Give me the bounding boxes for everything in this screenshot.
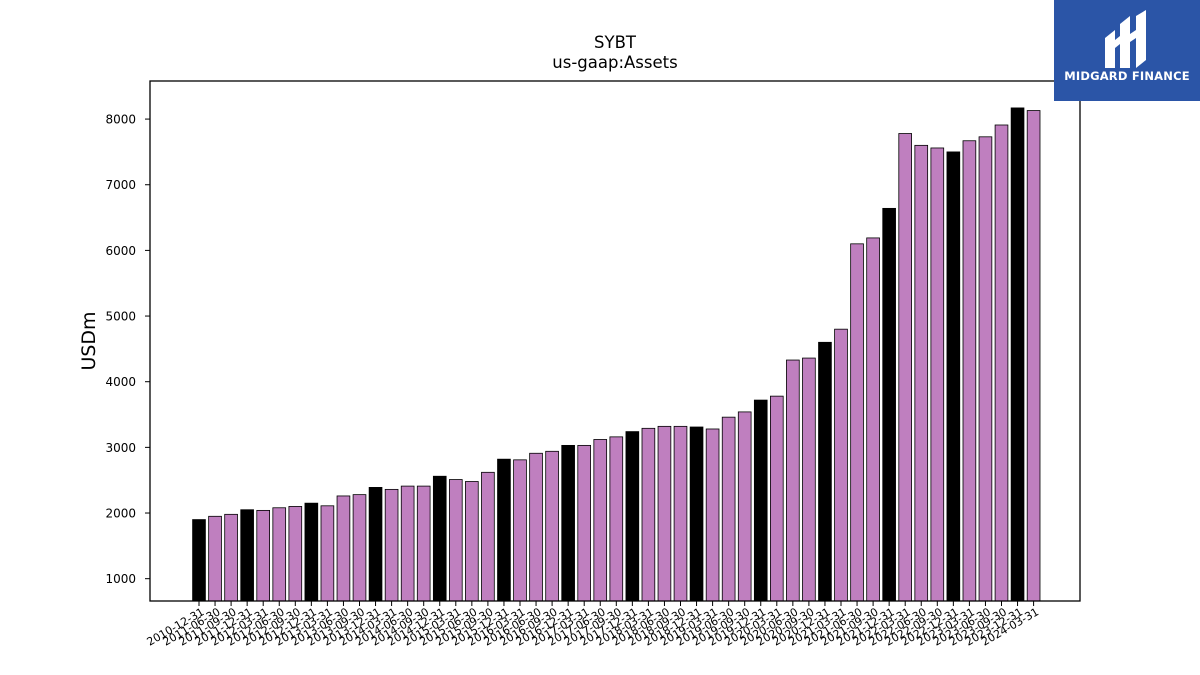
bar-2012-06-30 [288, 506, 303, 602]
bar-2015-06-30 [481, 471, 495, 602]
bar-2019-03-31 [721, 416, 736, 602]
bar-2022-09-30 [946, 151, 961, 602]
plot-frame [149, 80, 1081, 602]
bar-2013-06-30 [352, 494, 367, 602]
x-axis: 2010-12-312011-06-302011-09-302011-12-31… [145, 601, 1041, 649]
bar-2014-12-31 [448, 479, 463, 602]
bar-2020-12-31 [834, 328, 848, 602]
bar-2017-06-30 [609, 436, 624, 602]
bar-2020-09-30 [818, 341, 832, 602]
bar-2018-03-31 [657, 425, 672, 602]
bar-2013-09-30 [368, 487, 383, 602]
bar-2010-12-31 [192, 519, 206, 602]
y-tick-label: 4000 [105, 375, 136, 389]
bar-2012-03-31 [272, 507, 287, 602]
y-tick-label: 3000 [105, 441, 136, 455]
bar-2011-03-31 [208, 515, 222, 602]
chart-title: SYBT [594, 33, 637, 52]
bar-2016-12-31 [577, 444, 591, 602]
bar-2022-03-31 [914, 144, 929, 602]
chart-subtitle: us-gaap:Assets [552, 53, 677, 72]
bar-2021-06-30 [866, 237, 880, 602]
bar-2018-09-30 [689, 426, 704, 602]
y-axis-label: USDm [78, 311, 100, 370]
bar-2017-03-31 [593, 439, 608, 602]
bar-2020-03-31 [786, 359, 800, 602]
bar-2023-09-30 [1010, 107, 1025, 602]
bar-2015-03-31 [465, 481, 479, 602]
bar-2023-12-31 [1026, 110, 1041, 602]
bar-2018-06-30 [673, 425, 688, 602]
bar-2016-09-30 [561, 444, 575, 602]
bar-2022-12-31 [962, 140, 977, 602]
y-tick-label: 1000 [105, 572, 136, 586]
bar-2011-06-30 [224, 513, 238, 602]
bar-2017-09-30 [625, 431, 640, 602]
bar-2012-09-30 [304, 502, 319, 602]
bar-2020-06-30 [802, 357, 816, 602]
bar-2021-03-31 [850, 243, 864, 602]
bar-2016-03-31 [529, 452, 543, 602]
bar-2012-12-31 [320, 505, 335, 602]
bar-2015-12-31 [513, 459, 527, 602]
bar-2022-06-30 [930, 147, 945, 602]
y-tick-label: 8000 [105, 113, 136, 127]
bar-2011-09-30 [240, 509, 254, 602]
bar-2014-09-30 [432, 475, 447, 602]
bar-2019-12-31 [770, 395, 784, 602]
bar-2019-09-30 [753, 399, 768, 602]
brand-name: MIDGARD FINANCE [1064, 69, 1190, 83]
y-tick-label: 2000 [105, 507, 136, 521]
y-tick-label: 5000 [105, 310, 136, 324]
bar-2011-12-31 [256, 509, 270, 602]
bar-2015-09-30 [497, 458, 511, 602]
brand-logo: MIDGARD FINANCE [1054, 0, 1200, 101]
midgard-logo-icon [1105, 10, 1146, 68]
bar-2021-09-30 [882, 207, 896, 602]
bar-2023-03-31 [978, 136, 993, 602]
bar-2013-12-31 [384, 488, 399, 602]
y-tick-label: 6000 [105, 244, 136, 258]
y-axis: 1000 2000 3000 4000 5000 6000 7000 8000 [105, 113, 150, 586]
bar-2016-06-30 [545, 450, 559, 602]
bar-2017-12-31 [641, 427, 656, 602]
bar-2013-03-31 [336, 495, 351, 602]
bar-2018-12-31 [705, 428, 720, 602]
bar-2023-06-30 [994, 124, 1009, 602]
bar-2021-12-31 [898, 133, 912, 602]
bar-2014-06-30 [416, 485, 431, 602]
bar-2019-06-30 [737, 411, 752, 602]
y-tick-label: 7000 [105, 178, 136, 192]
bar-2014-03-31 [400, 485, 415, 602]
bars-group [192, 107, 1041, 602]
